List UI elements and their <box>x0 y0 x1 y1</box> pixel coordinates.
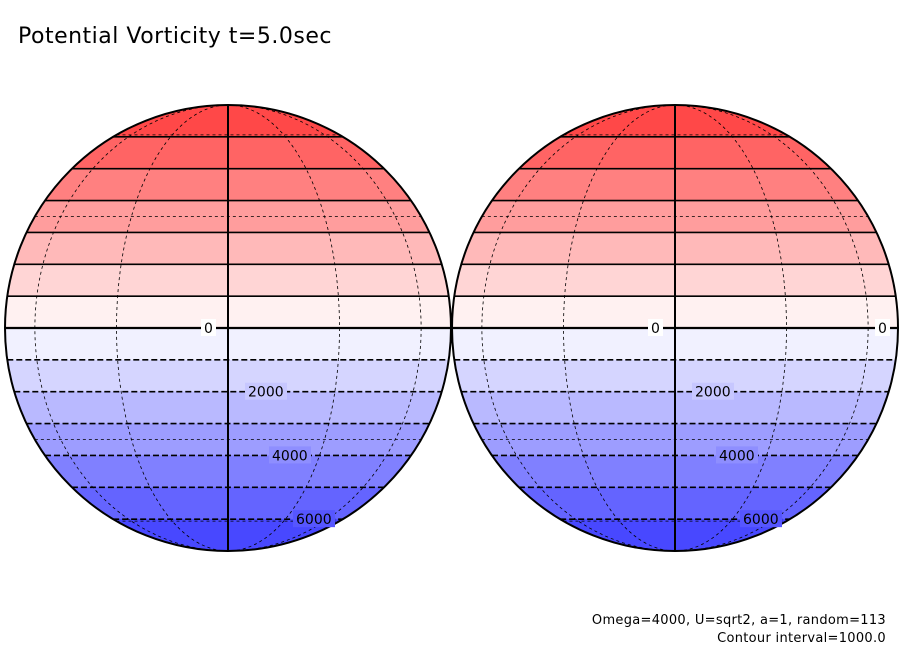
contour-label-bg <box>875 319 890 336</box>
contour-label-right-4: 0 <box>878 321 887 337</box>
graticule-meridian <box>481 104 869 552</box>
parameters-note: Omega=4000, U=sqrt2, a=1, random=113 <box>591 613 886 628</box>
contour-label-left-2: 4000 <box>272 448 308 464</box>
contour-label-bg <box>648 319 663 336</box>
graticule-meridian <box>116 104 340 552</box>
contour-label-bg <box>740 510 782 528</box>
contour-label-right-3: 6000 <box>743 512 779 528</box>
pv-band-right-15 <box>452 551 898 596</box>
contour-label-left-1: 2000 <box>248 385 284 401</box>
contour-label-bg <box>245 382 287 400</box>
contour-label-right-2: 4000 <box>719 448 755 464</box>
graticule-meridian <box>34 104 422 552</box>
pv-band-left-0 <box>5 105 451 106</box>
pv-band-left-15 <box>5 551 451 596</box>
contour-label-bg <box>692 382 734 400</box>
globe-right-overlay: 0 2000 4000 6000 0 <box>451 104 899 552</box>
contour-label-right-1: 2000 <box>695 385 731 401</box>
contour-interval-note: Contour interval=1000.0 <box>717 631 886 646</box>
globe-outline-right <box>451 104 899 552</box>
pv-band-right-0 <box>452 105 898 106</box>
chart-title: Potential Vorticity t=5.0sec <box>18 24 332 49</box>
contour-label-right-0: 0 <box>651 321 660 337</box>
contour-label-left-0: 0 <box>204 321 213 337</box>
contour-label-left-3: 6000 <box>296 512 332 528</box>
contour-label-bg <box>201 319 216 336</box>
graticule-meridian <box>563 104 787 552</box>
contour-label-bg <box>293 510 335 528</box>
contour-label-bg <box>269 446 311 464</box>
contour-label-bg <box>716 446 758 464</box>
